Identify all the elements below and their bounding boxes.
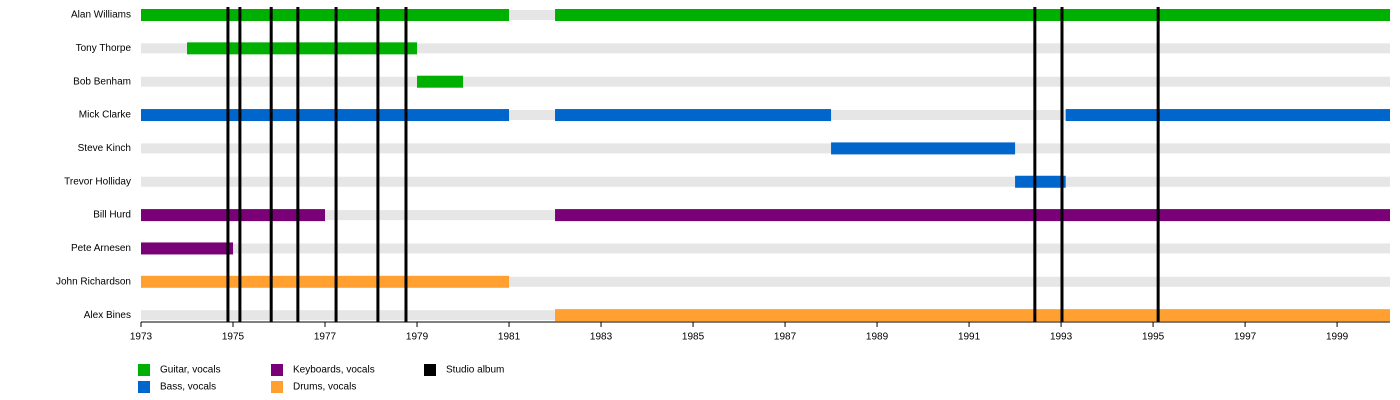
legend-label: Drums, vocals — [293, 382, 356, 393]
x-tick-label: 1981 — [498, 332, 521, 343]
x-tick-label: 1991 — [958, 332, 981, 343]
legend-swatch — [424, 364, 436, 376]
member-label: Pete Arnesen — [71, 243, 131, 254]
row-track — [141, 243, 1390, 254]
x-tick-label: 1985 — [682, 332, 705, 343]
member-bar — [555, 209, 1390, 222]
member-bar — [555, 109, 832, 122]
member-bar — [1015, 175, 1066, 188]
legend-label: Bass, vocals — [160, 382, 216, 393]
x-tick-label: 1973 — [130, 332, 153, 343]
member-bar — [141, 9, 510, 21]
member-label: Bill Hurd — [93, 210, 131, 221]
x-tick-label: 1989 — [866, 332, 889, 343]
row-track — [141, 43, 1390, 54]
x-tick-label: 1987 — [774, 332, 797, 343]
member-bar — [555, 309, 1390, 322]
member-bar — [417, 75, 464, 88]
x-tick-label: 1979 — [406, 332, 429, 343]
member-label: Bob Benham — [73, 76, 131, 87]
member-bar — [141, 275, 510, 288]
row-track — [141, 76, 1390, 87]
row-track — [141, 276, 1390, 287]
x-tick-label: 1995 — [1142, 332, 1165, 343]
member-bar — [555, 9, 1390, 21]
member-bar — [141, 242, 234, 255]
member-bar — [1065, 109, 1390, 122]
legend-swatch — [138, 364, 150, 376]
x-tick-label: 1975 — [222, 332, 245, 343]
legend-label: Guitar, vocals — [160, 365, 221, 376]
member-label: John Richardson — [56, 276, 131, 287]
member-label: Alex Bines — [84, 310, 131, 321]
legend-label: Keyboards, vocals — [293, 365, 375, 376]
member-bar — [187, 42, 418, 55]
legend-swatch — [138, 381, 150, 393]
x-tick-label: 1993 — [1050, 332, 1073, 343]
member-bar — [141, 209, 326, 222]
legend-swatch — [271, 381, 283, 393]
member-label: Tony Thorpe — [76, 43, 132, 54]
row-track — [141, 143, 1390, 154]
x-tick-label: 1983 — [590, 332, 613, 343]
member-label: Trevor Holliday — [64, 176, 131, 187]
x-tick-label: 1977 — [314, 332, 337, 343]
x-tick-label: 1999 — [1326, 332, 1349, 343]
row-track — [141, 176, 1390, 187]
member-label: Alan Williams — [71, 10, 131, 21]
member-label: Mick Clarke — [79, 110, 132, 121]
member-bar — [831, 142, 1016, 155]
member-label: Steve Kinch — [78, 143, 131, 154]
legend-swatch — [271, 364, 283, 376]
x-tick-label: 1997 — [1234, 332, 1257, 343]
member-bar — [141, 109, 510, 122]
legend-label: Studio album — [446, 365, 504, 376]
